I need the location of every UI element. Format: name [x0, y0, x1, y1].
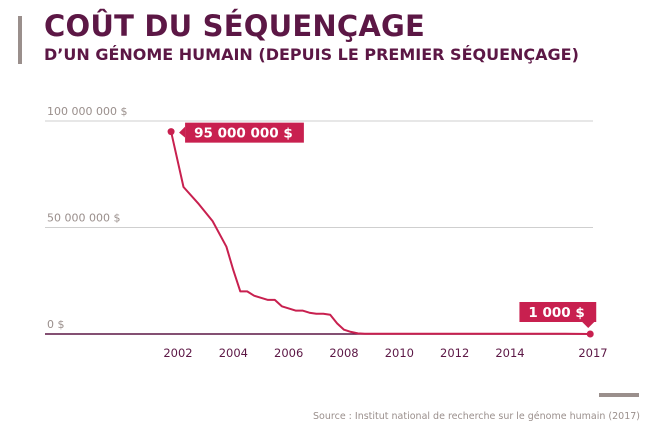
callout-pointer: [582, 321, 595, 328]
source-accent-bar: [599, 393, 639, 397]
title-accent-bar: [18, 16, 22, 64]
data-point-marker: [586, 330, 594, 338]
data-point-marker: [167, 128, 175, 136]
source-note: Source : Institut national de recherche …: [313, 411, 640, 422]
chart-subtitle: D’UN GÉNOME HUMAIN (DEPUIS LE PREMIER SÉ…: [44, 45, 579, 64]
data-label: 95 000 000 $: [194, 126, 293, 142]
x-tick-label: 2004: [219, 346, 248, 360]
x-tick-label: 2014: [495, 346, 524, 360]
y-tick-label: 100 000 000 $: [47, 105, 127, 118]
y-tick-label: 50 000 000 $: [47, 212, 120, 225]
x-tick-label: 2012: [440, 346, 469, 360]
callout-box: [185, 122, 304, 143]
x-tick-label: 2017: [578, 346, 607, 360]
y-tick-label: 0 $: [47, 318, 65, 331]
x-tick-label: 2010: [385, 346, 414, 360]
callout-box: [519, 301, 597, 322]
x-tick-label: 2002: [163, 346, 192, 360]
series-line: [170, 130, 592, 335]
x-tick-label: 2008: [329, 346, 358, 360]
data-label: 1 000 $: [528, 305, 584, 321]
callout-pointer: [179, 126, 186, 138]
chart-title: COÛT DU SÉQUENÇAGE: [44, 9, 425, 43]
x-tick-label: 2006: [274, 346, 303, 360]
